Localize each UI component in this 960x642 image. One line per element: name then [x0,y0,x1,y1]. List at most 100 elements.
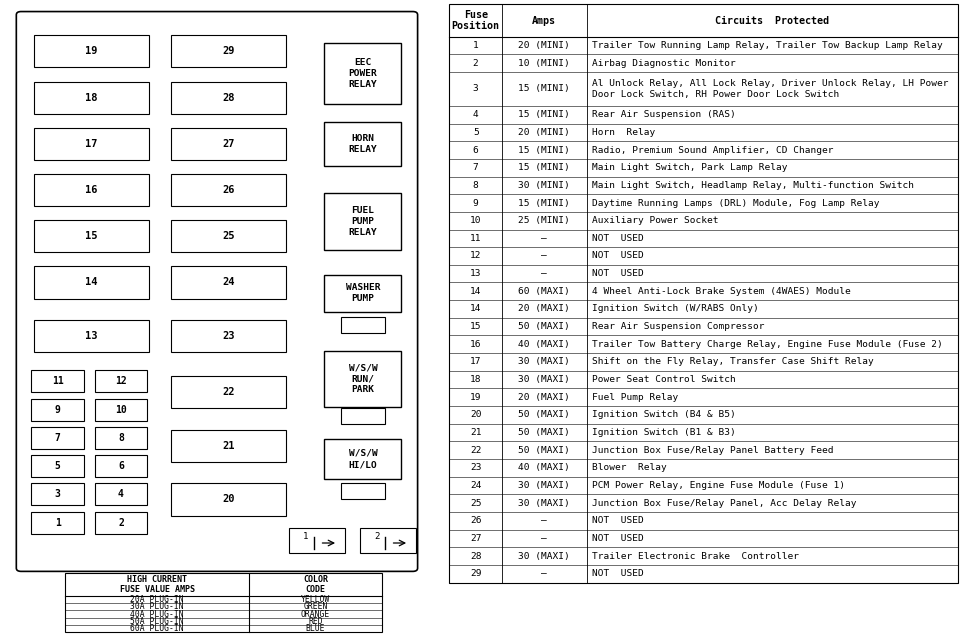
Text: Shift on the Fly Relay, Transfer Case Shift Relay: Shift on the Fly Relay, Transfer Case Sh… [592,358,874,367]
Bar [34,220,149,252]
Text: 5: 5 [473,128,478,137]
Text: NOT  USED: NOT USED [592,252,644,261]
Text: 6: 6 [473,146,478,155]
Bar [171,320,286,352]
Text: 25 (MINI): 25 (MINI) [518,216,570,225]
Text: –: – [541,252,547,261]
Text: 24: 24 [470,481,481,490]
Bar [171,430,286,462]
Text: Al Unlock Relay, All Lock Relay, Driver Unlock Relay, LH Power
Door Lock Switch,: Al Unlock Relay, All Lock Relay, Driver … [592,79,948,99]
Text: 40A PLUG-IN: 40A PLUG-IN [131,609,184,618]
Text: 11: 11 [470,234,481,243]
Bar [34,266,149,299]
Text: NOT  USED: NOT USED [592,516,644,525]
Bar [341,483,385,499]
Text: 4 Wheel Anti-Lock Brake System (4WAES) Module: 4 Wheel Anti-Lock Brake System (4WAES) M… [592,287,852,296]
Text: 4: 4 [473,110,478,119]
Text: 15 (MINI): 15 (MINI) [518,163,570,172]
Text: Radio, Premium Sound Amplifier, CD Changer: Radio, Premium Sound Amplifier, CD Chang… [592,146,834,155]
Text: 50 (MAXI): 50 (MAXI) [518,428,570,437]
Text: 26: 26 [222,185,235,195]
Text: 7: 7 [55,433,60,443]
Text: 24: 24 [222,277,235,288]
Text: 14: 14 [470,287,481,296]
Text: 20 (MINI): 20 (MINI) [518,128,570,137]
Text: Daytime Running Lamps (DRL) Module, Fog Lamp Relay: Daytime Running Lamps (DRL) Module, Fog … [592,198,879,207]
Bar [34,174,149,206]
Text: 14: 14 [470,304,481,313]
Text: Rear Air Suspension Compressor: Rear Air Suspension Compressor [592,322,765,331]
Bar [94,370,148,392]
Text: Trailer Tow Battery Charge Relay, Engine Fuse Module (Fuse 2): Trailer Tow Battery Charge Relay, Engine… [592,340,943,349]
Text: W/S/W
RUN/
PARK: W/S/W RUN/ PARK [348,363,377,394]
Text: 18: 18 [470,375,481,384]
Text: 30 (MINI): 30 (MINI) [518,181,570,190]
Text: 3: 3 [473,84,478,94]
Text: 30 (MAXI): 30 (MAXI) [518,358,570,367]
Text: –: – [541,569,547,578]
Text: Ignition Switch (B1 & B3): Ignition Switch (B1 & B3) [592,428,736,437]
Bar [31,370,84,392]
Text: PCM Power Relay, Engine Fuse Module (Fuse 1): PCM Power Relay, Engine Fuse Module (Fus… [592,481,846,490]
Bar [289,528,345,553]
Text: 20 (MINI): 20 (MINI) [518,41,570,50]
Text: ORANGE: ORANGE [300,609,330,618]
Bar [34,35,149,67]
Text: 15: 15 [470,322,481,331]
Bar [94,427,148,449]
Bar [171,174,286,206]
Text: 20A PLUG-IN: 20A PLUG-IN [131,595,184,604]
Text: 26: 26 [470,516,481,525]
Text: Junction Box Fuse/Relay Panel Battery Feed: Junction Box Fuse/Relay Panel Battery Fe… [592,446,834,455]
Text: 9: 9 [473,198,478,207]
Text: 15 (MINI): 15 (MINI) [518,110,570,119]
Text: 25: 25 [470,499,481,508]
Text: Amps: Amps [532,15,557,26]
Text: 50A PLUG-IN: 50A PLUG-IN [131,617,184,626]
Text: Power Seat Control Switch: Power Seat Control Switch [592,375,736,384]
Text: 15: 15 [84,231,98,241]
Bar [171,483,286,516]
Text: Blower  Relay: Blower Relay [592,464,667,473]
Bar [324,122,401,166]
Text: 2: 2 [374,532,379,541]
Text: BLUE: BLUE [306,624,325,633]
Text: Rear Air Suspension (RAS): Rear Air Suspension (RAS) [592,110,736,119]
Bar [31,399,84,421]
Text: 20 (MAXI): 20 (MAXI) [518,304,570,313]
Text: 22: 22 [470,446,481,455]
Text: YELLOW: YELLOW [300,595,330,604]
Text: 50 (MAXI): 50 (MAXI) [518,322,570,331]
Bar [94,512,148,534]
Text: NOT  USED: NOT USED [592,269,644,278]
Text: 10: 10 [115,404,127,415]
Text: 10 (MINI): 10 (MINI) [518,58,570,67]
Text: 17: 17 [470,358,481,367]
Text: 23: 23 [470,464,481,473]
Text: 13: 13 [84,331,98,342]
Text: 13: 13 [470,269,481,278]
Text: 2: 2 [118,517,124,528]
Text: 30 (MAXI): 30 (MAXI) [518,551,570,560]
Text: 17: 17 [84,139,98,149]
Text: 15 (MINI): 15 (MINI) [518,146,570,155]
FancyBboxPatch shape [16,12,418,571]
Text: 20 (MAXI): 20 (MAXI) [518,393,570,402]
Text: Auxiliary Power Socket: Auxiliary Power Socket [592,216,719,225]
Text: 10: 10 [470,216,481,225]
Text: 30 (MAXI): 30 (MAXI) [518,499,570,508]
Text: 9: 9 [55,404,60,415]
Text: 23: 23 [222,331,235,342]
Bar [360,528,416,553]
Text: RED: RED [308,617,323,626]
Bar [31,455,84,477]
Bar [31,427,84,449]
Text: 30 (MAXI): 30 (MAXI) [518,375,570,384]
Bar [341,317,385,333]
Bar [65,573,382,632]
Text: 22: 22 [222,386,235,397]
Text: EEC
POWER
RELAY: EEC POWER RELAY [348,58,377,89]
Text: 20: 20 [470,410,481,419]
Text: 15 (MINI): 15 (MINI) [518,198,570,207]
Text: COLOR
CODE: COLOR CODE [303,575,328,594]
